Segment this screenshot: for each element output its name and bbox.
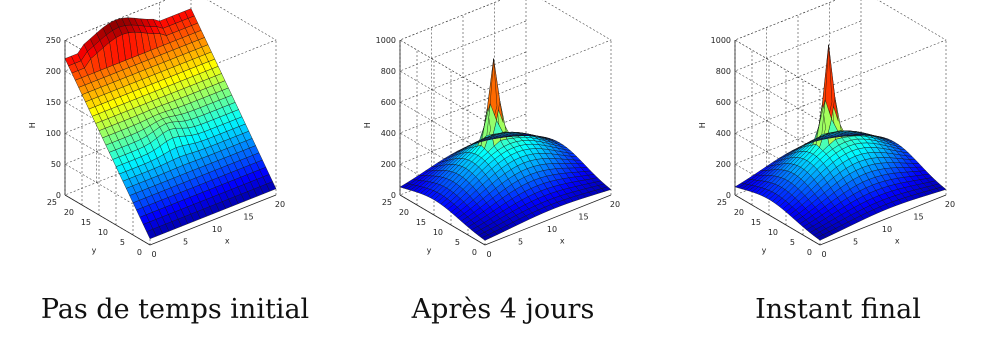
x-tick-label: 10 [212, 225, 222, 234]
y-tick-label: 15 [81, 218, 91, 227]
y-axis-line [399, 194, 486, 246]
z-axis-label: H [698, 122, 707, 128]
y-tick-label: 10 [768, 228, 778, 237]
y-tick-label: 20 [734, 208, 744, 217]
x-tick-label: 0 [151, 250, 156, 259]
box-top [734, 0, 947, 91]
x-tick-label: 20 [945, 200, 955, 209]
surface-plot-final: 0 5 10 15 20 0 5 10 15 20 25 0 200 400 600 800 1000 x y H [670, 0, 1007, 290]
surface-plot-initial: 0 5 10 15 20 0 5 10 15 20 25 0 50 100 150 200 250 x y H [0, 0, 335, 290]
y-tick-label: 15 [416, 218, 426, 227]
x-tick-label: 0 [486, 250, 491, 259]
z-tick-label: 0 [391, 191, 396, 200]
x-axis-line [484, 194, 612, 246]
y-tick-label: 5 [455, 238, 460, 247]
y-axis-line [64, 194, 151, 246]
y-tick-label: 10 [98, 228, 108, 237]
z-tick-label: 0 [56, 191, 61, 200]
z-tick-label: 800 [381, 67, 396, 76]
z-tick-label: 200 [716, 160, 731, 169]
y-tick-label: 0 [472, 248, 477, 257]
z-tick-label: 150 [46, 98, 61, 107]
z-axis-label: H [28, 122, 37, 128]
x-tick-label: 0 [821, 250, 826, 259]
x-axis-label: x [560, 237, 565, 246]
y-tick-label: 15 [751, 218, 761, 227]
y-tick-label: 5 [790, 238, 795, 247]
surface [734, 44, 947, 241]
surface-patch [734, 182, 746, 189]
surface-patch [399, 183, 411, 189]
surface [399, 58, 612, 241]
z-tick-label: 1000 [376, 36, 396, 45]
caption-4-days: Après 4 jours [411, 294, 595, 325]
x-axis-line [819, 194, 947, 246]
y-tick-label: 10 [433, 228, 443, 237]
y-tick-label: 5 [120, 238, 125, 247]
z-tick-label: 200 [381, 160, 396, 169]
y-tick-label: 25 [382, 198, 392, 207]
z-tick-label: 100 [46, 129, 61, 138]
y-axis-label: y [427, 246, 432, 255]
y-axis-line [734, 194, 821, 246]
z-axis-label: H [363, 122, 372, 128]
x-tick-label: 15 [243, 213, 253, 222]
x-axis-label: x [225, 237, 230, 246]
x-tick-label: 5 [518, 238, 523, 247]
z-tick-label: 50 [51, 160, 61, 169]
y-axis-label: y [92, 246, 97, 255]
grid-line [399, 20, 527, 122]
surface [64, 8, 277, 240]
caption-initial: Pas de temps initial [40, 294, 310, 325]
z-tick-label: 600 [381, 98, 396, 107]
surface-plot-4-days: 0 5 10 15 20 0 5 10 15 20 25 0 200 400 600 800 1000 x y H [335, 0, 670, 290]
grid-line [399, 51, 527, 153]
y-tick-label: 0 [807, 248, 812, 257]
y-tick-label: 25 [47, 198, 57, 207]
x-axis-label: x [895, 237, 900, 246]
x-tick-label: 20 [275, 200, 285, 209]
surface-patch [64, 55, 75, 67]
z-tick-label: 400 [381, 129, 396, 138]
y-tick-label: 20 [64, 208, 74, 217]
y-tick-label: 20 [399, 208, 409, 217]
x-tick-label: 5 [853, 238, 858, 247]
z-tick-label: 1000 [711, 36, 731, 45]
x-tick-label: 10 [882, 225, 892, 234]
y-tick-label: 0 [137, 248, 142, 257]
x-tick-label: 15 [913, 213, 923, 222]
z-tick-label: 800 [716, 67, 731, 76]
z-tick-label: 600 [716, 98, 731, 107]
z-tick-label: 200 [46, 67, 61, 76]
x-tick-label: 15 [578, 213, 588, 222]
x-tick-label: 5 [183, 238, 188, 247]
y-tick-label: 25 [717, 198, 727, 207]
z-tick-label: 400 [716, 129, 731, 138]
x-tick-label: 10 [547, 225, 557, 234]
x-axis-line [149, 194, 277, 246]
box-top [399, 0, 612, 91]
caption-final: Instant final [755, 294, 921, 325]
grid-line [734, 51, 862, 153]
z-tick-label: 0 [726, 191, 731, 200]
z-tick-label: 250 [46, 36, 61, 45]
y-axis-label: y [762, 246, 767, 255]
grid-line [734, 20, 862, 122]
x-tick-label: 20 [610, 200, 620, 209]
